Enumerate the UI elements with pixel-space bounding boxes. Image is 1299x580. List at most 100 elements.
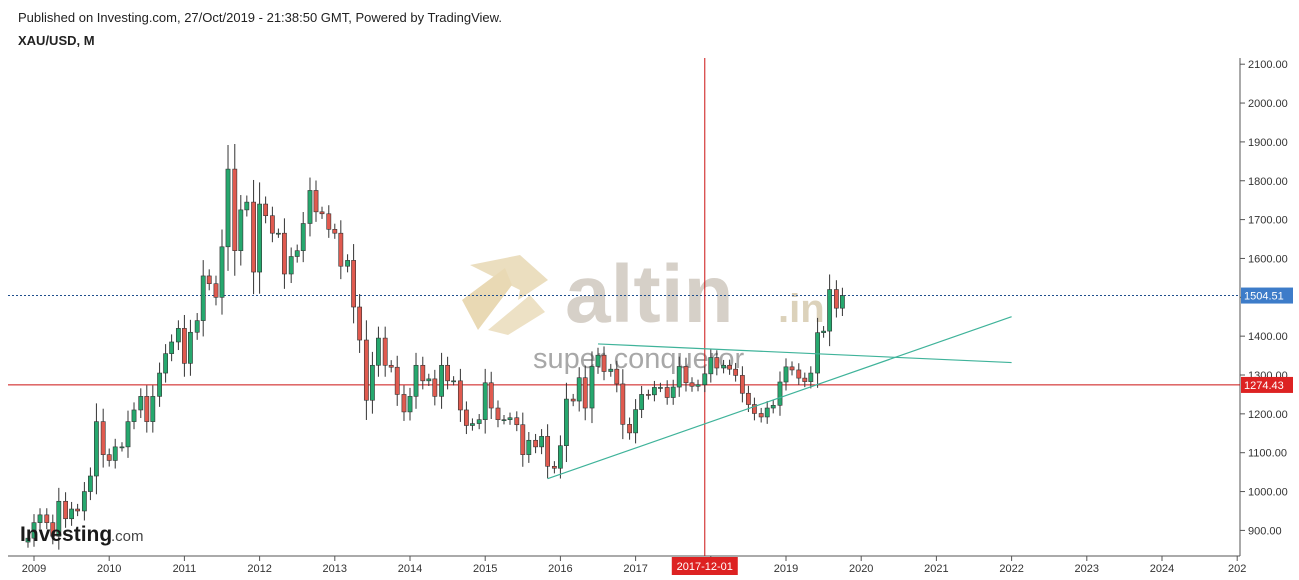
candle-down <box>620 383 626 425</box>
candle-up <box>112 446 118 461</box>
candle-up <box>369 364 375 401</box>
candle-down <box>582 377 588 409</box>
candle-down <box>796 369 802 379</box>
candle-down <box>514 417 520 426</box>
candle-up <box>138 396 144 411</box>
candle-down <box>420 364 426 382</box>
candle-down <box>319 211 325 215</box>
candle-up <box>777 381 783 406</box>
candle-down <box>570 398 576 402</box>
candle-down <box>457 380 463 411</box>
price-labels: 1504.51 1274.43 2017-12-01 <box>671 287 1293 575</box>
candle-down <box>664 387 670 398</box>
symbol-title: XAU/USD, M <box>18 33 95 48</box>
x-tick-label: 2017 <box>623 563 647 575</box>
x-tick-label: 2013 <box>323 563 347 575</box>
investing-logo-text: Investing <box>20 523 112 546</box>
crosshair-date-label: 2017-12-01 <box>677 561 733 573</box>
candle-down <box>601 354 607 372</box>
candle-up <box>69 508 74 520</box>
current-price-label-bg <box>1241 287 1293 304</box>
candle-up <box>426 378 432 382</box>
crosshair-date-bg <box>671 557 738 575</box>
candle-up <box>501 419 507 421</box>
candle-up <box>821 330 826 333</box>
axes: 900.001000.001100.001200.001300.001400.0… <box>22 59 1288 575</box>
candle-down <box>683 366 689 384</box>
candle-up <box>721 364 726 369</box>
candle-down <box>50 522 56 537</box>
candle-up <box>451 380 457 383</box>
x-tick-label: 2024 <box>1150 563 1174 575</box>
candle-up <box>815 332 820 374</box>
candle-down <box>363 339 369 401</box>
candle-up <box>294 250 300 257</box>
candle-up <box>225 168 231 248</box>
candle-up <box>275 232 281 235</box>
y-tick-label: 1700.00 <box>1248 215 1288 227</box>
y-tick-label: 900.00 <box>1248 525 1282 537</box>
investing-logo: Investing .com <box>20 523 144 546</box>
candle-down <box>689 382 695 387</box>
candle-down <box>645 394 651 396</box>
candle-down <box>833 289 839 309</box>
candle-up <box>770 405 776 409</box>
candle-up <box>476 419 482 424</box>
candle-down <box>463 409 469 426</box>
candle-up <box>526 439 532 455</box>
candle-up <box>56 500 62 537</box>
candle-up <box>163 353 168 374</box>
candle-up <box>470 423 475 426</box>
x-tick-label: 2011 <box>173 563 197 575</box>
candle-up <box>131 409 137 422</box>
candle-up <box>37 514 43 523</box>
candle-up <box>188 331 193 364</box>
current-price-label: 1504.51 <box>1244 291 1284 303</box>
candle-down <box>326 213 332 230</box>
y-tick-label: 2100.00 <box>1248 59 1288 71</box>
candle-down <box>394 366 400 395</box>
candle-down <box>100 421 106 455</box>
trendlines <box>547 316 1012 480</box>
candle-up <box>376 337 381 366</box>
candle-down <box>727 364 732 370</box>
y-tick-label: 1400.00 <box>1248 331 1288 343</box>
candlesticks <box>25 144 845 550</box>
candle-up <box>94 421 99 477</box>
support-price-label: 1274.43 <box>1244 380 1284 392</box>
candle-up <box>150 396 156 422</box>
candle-up <box>307 190 313 224</box>
candle-up <box>257 203 262 273</box>
candle-up <box>119 446 125 449</box>
x-tick-label: 2016 <box>548 563 572 575</box>
candle-up <box>288 256 294 275</box>
candle-up <box>557 445 563 469</box>
candle-down <box>269 215 275 234</box>
x-tick-label: 2014 <box>398 563 422 575</box>
candle-down <box>357 306 363 341</box>
candle-down <box>401 394 407 413</box>
support-price-label-bg <box>1241 376 1293 393</box>
candle-up <box>345 260 350 267</box>
candle-down <box>106 454 112 461</box>
candle-up <box>839 295 845 309</box>
candle-down <box>627 424 632 434</box>
candle-up <box>633 409 638 434</box>
candle-down <box>551 465 557 469</box>
altin-logo-icon <box>462 255 548 335</box>
x-tick-label: 2023 <box>1075 563 1099 575</box>
candle-up <box>783 366 789 383</box>
candle-down <box>533 439 538 448</box>
candle-down <box>802 377 808 382</box>
y-tick-label: 1800.00 <box>1248 176 1288 188</box>
candle-up <box>676 366 682 388</box>
candle-down <box>733 368 739 376</box>
x-tick-label: 2010 <box>97 563 121 575</box>
candle-down <box>789 366 795 371</box>
candle-up <box>219 246 225 298</box>
candle-down <box>739 375 745 394</box>
candle-up <box>238 209 244 251</box>
candle-down <box>213 283 219 298</box>
candle-down <box>232 168 238 251</box>
